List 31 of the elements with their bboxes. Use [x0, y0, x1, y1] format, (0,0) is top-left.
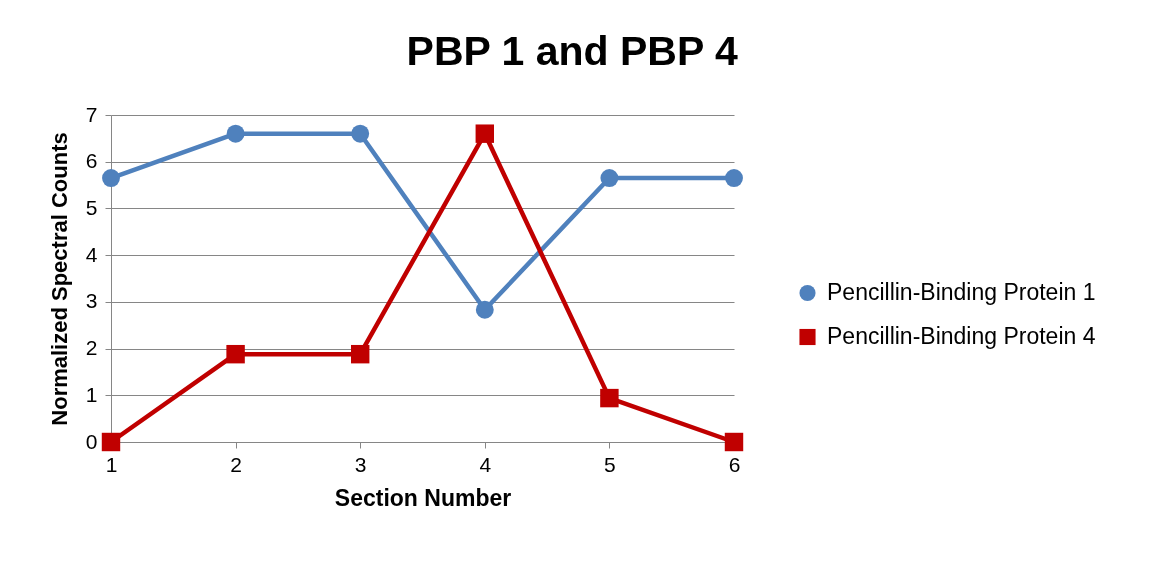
y-tick-label: 0 [85, 429, 98, 453]
point [725, 169, 743, 187]
y-tick-label: 1 [85, 382, 98, 406]
point [226, 344, 245, 364]
point [102, 169, 120, 187]
y-tick-label: 2 [85, 336, 98, 360]
x-tick-label: 5 [604, 452, 616, 476]
x-tick-label: 3 [354, 452, 367, 476]
point [226, 124, 245, 143]
point [351, 124, 370, 143]
x-tick-label: 4 [479, 452, 492, 476]
point [600, 388, 619, 408]
y-tick-label: 6 [85, 149, 98, 173]
legend-label: Pencillin-Binding Protein 4 [827, 323, 1096, 349]
y-tick-label: 5 [85, 195, 98, 219]
point [475, 300, 494, 319]
y-tick-label: 3 [85, 289, 98, 313]
chart-title: PBP 1 and PBP 4 [406, 28, 738, 74]
x-tick-label: 1 [105, 452, 118, 476]
x-tick-label: 2 [230, 452, 242, 476]
point [600, 169, 619, 187]
y-axis-title: Normalized Spectral Counts [46, 132, 72, 426]
point [350, 344, 370, 364]
point [101, 432, 121, 452]
legend-label: Pencillin-Binding Protein 1 [827, 279, 1096, 305]
x-tick-label: 6 [728, 452, 741, 476]
x-axis-title: Section Number [334, 484, 512, 511]
point [475, 124, 495, 143]
y-tick-label: 4 [85, 242, 98, 266]
y-tick-label: 7 [85, 102, 98, 126]
point [724, 432, 744, 452]
